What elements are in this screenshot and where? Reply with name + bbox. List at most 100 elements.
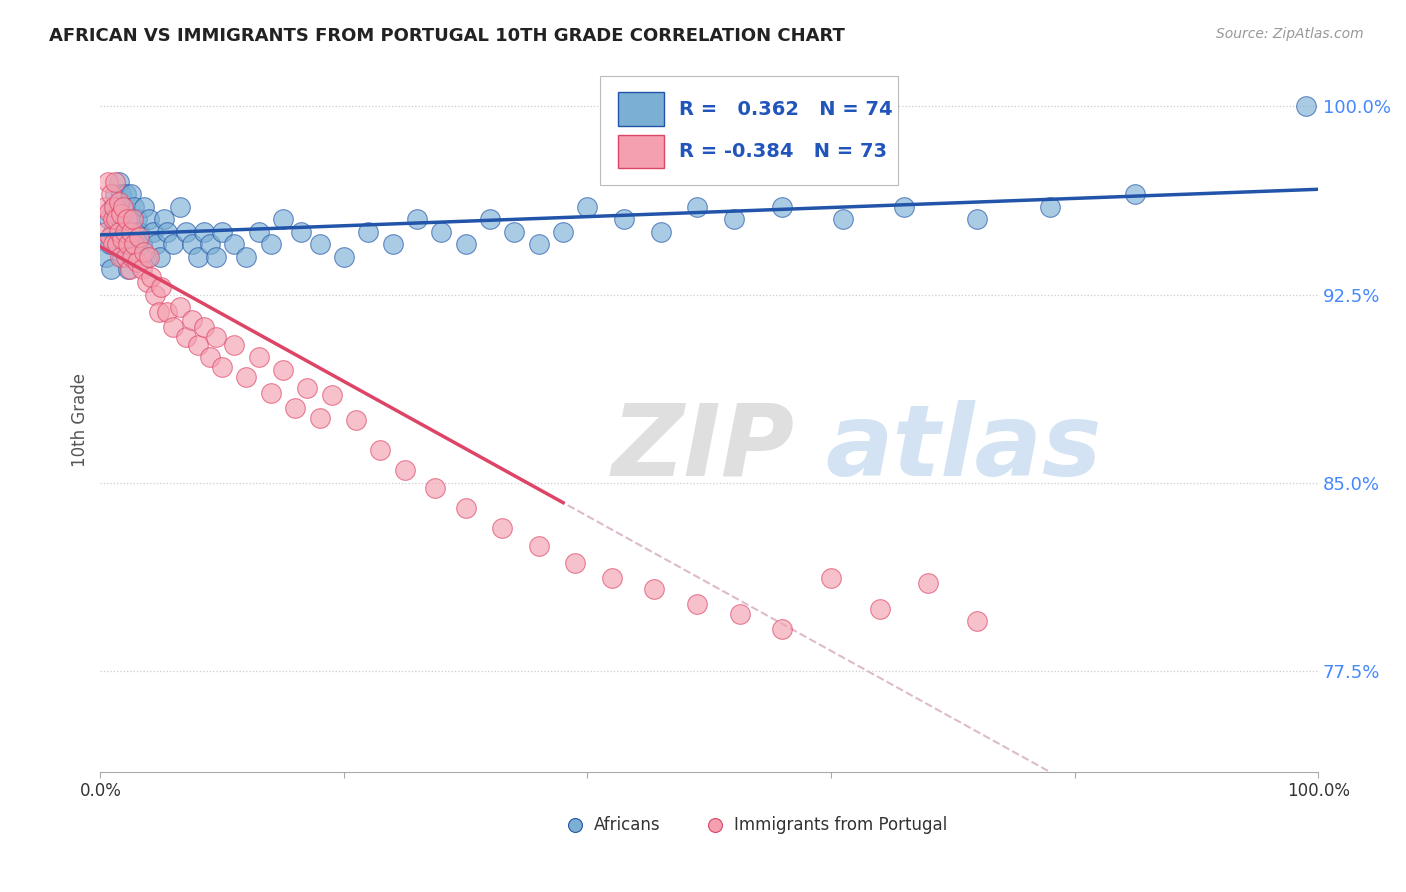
Point xyxy=(893,200,915,214)
Point xyxy=(162,237,184,252)
Point xyxy=(193,225,215,239)
Point xyxy=(321,388,343,402)
Point xyxy=(770,622,793,636)
Point xyxy=(101,200,124,214)
Point xyxy=(121,250,143,264)
Text: Africans: Africans xyxy=(593,815,661,834)
Point xyxy=(125,255,148,269)
Point xyxy=(333,250,356,264)
Point xyxy=(180,312,202,326)
Text: R =   0.362   N = 74: R = 0.362 N = 74 xyxy=(679,100,893,119)
Point xyxy=(1125,187,1147,202)
Text: atlas: atlas xyxy=(825,400,1101,497)
Point xyxy=(284,401,307,415)
Point xyxy=(370,443,392,458)
Text: R = -0.384   N = 73: R = -0.384 N = 73 xyxy=(679,142,887,161)
Point xyxy=(128,225,150,239)
Point xyxy=(553,225,575,239)
Point xyxy=(479,212,502,227)
Point xyxy=(141,270,163,285)
Point xyxy=(966,212,988,227)
Point xyxy=(527,539,550,553)
Point xyxy=(108,250,131,264)
Point xyxy=(121,212,143,227)
Point xyxy=(134,200,156,214)
Point xyxy=(1039,200,1062,214)
Point xyxy=(111,212,134,227)
Point xyxy=(138,250,160,264)
Point xyxy=(162,320,184,334)
Point xyxy=(966,614,988,628)
Point xyxy=(104,187,127,202)
Point xyxy=(576,200,599,214)
Point xyxy=(122,237,145,252)
Point xyxy=(98,237,121,252)
Point xyxy=(105,237,128,252)
Text: ZIP: ZIP xyxy=(612,400,794,497)
Point xyxy=(96,225,118,239)
Point xyxy=(120,187,142,202)
Point xyxy=(142,225,165,239)
Point xyxy=(131,237,153,252)
Point xyxy=(105,237,128,252)
Point xyxy=(613,212,636,227)
Point xyxy=(94,200,117,214)
Point xyxy=(122,212,145,227)
Point xyxy=(1295,99,1317,113)
Point xyxy=(124,237,146,252)
Point xyxy=(97,204,120,219)
Point xyxy=(247,225,270,239)
Point xyxy=(491,521,513,535)
Point xyxy=(117,237,139,252)
FancyBboxPatch shape xyxy=(599,76,898,185)
Y-axis label: 10th Grade: 10th Grade xyxy=(72,373,89,467)
Text: AFRICAN VS IMMIGRANTS FROM PORTUGAL 10TH GRADE CORRELATION CHART: AFRICAN VS IMMIGRANTS FROM PORTUGAL 10TH… xyxy=(49,27,845,45)
Point xyxy=(134,244,156,259)
Point xyxy=(770,200,793,214)
FancyBboxPatch shape xyxy=(617,135,664,169)
Point xyxy=(224,338,246,352)
Point xyxy=(143,287,166,301)
Point xyxy=(107,200,129,214)
Point xyxy=(117,262,139,277)
Point xyxy=(406,212,429,227)
Point xyxy=(108,225,131,239)
Point xyxy=(114,225,136,239)
Point xyxy=(193,320,215,334)
Point xyxy=(112,200,135,214)
Point xyxy=(187,338,209,352)
Point xyxy=(107,194,129,209)
Point xyxy=(917,576,939,591)
Point xyxy=(198,351,221,365)
Point xyxy=(112,200,135,214)
Point xyxy=(723,212,745,227)
Point xyxy=(169,200,191,214)
Point xyxy=(454,237,477,252)
Point xyxy=(235,370,257,384)
Point xyxy=(120,225,142,239)
Point xyxy=(115,212,138,227)
Point xyxy=(97,212,120,227)
Point xyxy=(527,237,550,252)
Point xyxy=(308,237,330,252)
Point xyxy=(101,225,124,239)
Point xyxy=(271,212,294,227)
Point xyxy=(832,212,855,227)
Point xyxy=(135,275,157,289)
Point xyxy=(211,225,233,239)
Point xyxy=(564,557,586,571)
Point xyxy=(247,351,270,365)
Point xyxy=(117,237,139,252)
Point xyxy=(125,212,148,227)
Point xyxy=(111,232,134,246)
Point xyxy=(271,363,294,377)
Point xyxy=(107,225,129,239)
Text: Source: ZipAtlas.com: Source: ZipAtlas.com xyxy=(1216,27,1364,41)
Point xyxy=(103,200,125,214)
Point xyxy=(381,237,404,252)
Point xyxy=(290,225,312,239)
Point xyxy=(118,262,141,277)
Point xyxy=(111,250,134,264)
Point xyxy=(600,571,623,585)
Point xyxy=(150,280,173,294)
